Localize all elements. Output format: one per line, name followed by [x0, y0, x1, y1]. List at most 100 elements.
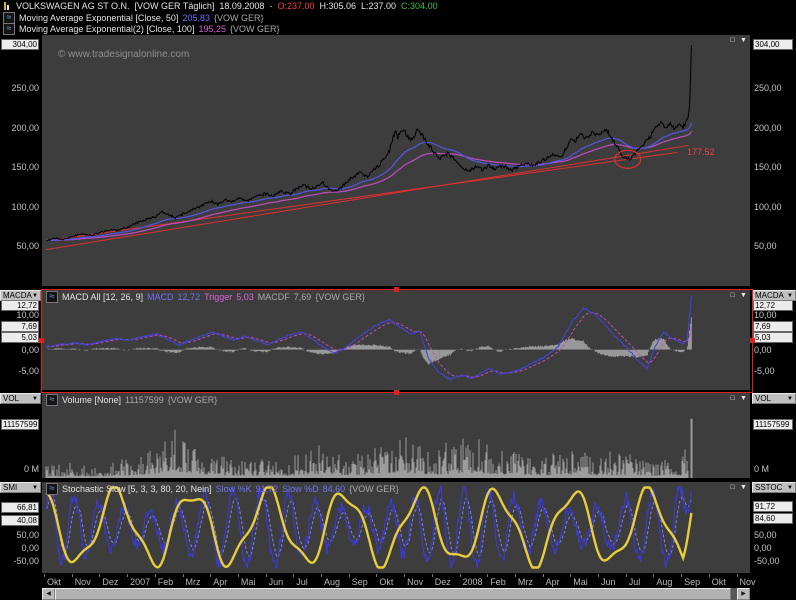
xaxis-month-label: Okt: [379, 577, 394, 587]
price-axis-label: 200,00: [754, 123, 782, 133]
volume-value-box: 11157599: [753, 419, 793, 430]
chevron-down-icon: ▼: [32, 484, 38, 491]
xaxis-month-label: Feb: [157, 577, 174, 587]
scrollbar-thumb[interactable]: [55, 588, 731, 600]
price-panel: □ ▼: [42, 35, 750, 286]
xaxis-month-label: Jul: [628, 577, 641, 587]
xaxis-month-label: Mrz: [517, 577, 533, 587]
stochastic-plot[interactable]: [42, 482, 750, 573]
stoch-axis-label: -50,00: [754, 556, 780, 566]
xaxis-month-label: Okt: [711, 577, 726, 587]
xaxis-month-label: Jul: [296, 577, 308, 587]
symbol-feed: [VOW GER Täglich]: [134, 1, 215, 11]
chevron-down-icon: ▼: [787, 484, 793, 491]
xaxis-tick: [681, 574, 683, 577]
price-axis-label: 100,00: [754, 202, 782, 212]
chevron-down-icon: ▼: [32, 395, 38, 402]
xaxis-month-label: Sep: [684, 577, 701, 587]
xaxis-tick: [625, 574, 627, 577]
panel-restore-button[interactable]: □: [730, 37, 735, 44]
panel-restore-button[interactable]: □: [730, 484, 735, 491]
selector-label: VOL: [755, 394, 772, 403]
price-axis-label: 150,00: [11, 162, 39, 172]
xaxis-tick: [487, 574, 489, 577]
macd-panel: □ ▼: [42, 290, 750, 390]
volume-right-scale-selector[interactable]: VOL ▼: [752, 393, 796, 404]
xaxis-tick: [71, 574, 73, 577]
xaxis-tick: [99, 574, 101, 577]
horizontal-scrollbar[interactable]: ◀ ▶: [42, 588, 750, 600]
xaxis-tick: [321, 574, 322, 577]
macd-right-scale-selector[interactable]: MACDA ▼: [752, 290, 796, 301]
volume-panel: □ ▼: [42, 393, 750, 478]
xaxis-month-label: Mai: [573, 577, 588, 587]
panel-restore-button[interactable]: □: [730, 395, 735, 402]
indicator-icon: ≈: [46, 291, 58, 303]
volume-legend: ≈ Volume [None] 11157599 {VOW GER}: [46, 394, 217, 406]
xaxis-month-label: Okt: [47, 577, 62, 587]
separator: -: [269, 1, 273, 11]
slow-k-value: 91,72: [255, 483, 279, 494]
panel-restore-button[interactable]: □: [730, 292, 735, 299]
panel-collapse-button[interactable]: ▼: [740, 395, 747, 402]
macd-axis-label: 0,00: [754, 345, 772, 355]
macd-item-label: MACD: [147, 291, 174, 302]
xaxis-tick: [404, 574, 406, 577]
panel-collapse-button[interactable]: ▼: [740, 292, 747, 299]
volume-plot[interactable]: [42, 393, 750, 478]
price-current-value-box: 304,00: [1, 39, 39, 50]
stoch-axis-label: 0,00: [21, 543, 39, 553]
volume-name: Volume [None]: [62, 394, 122, 405]
watermark: © www.tradesignalonline.com: [58, 49, 190, 60]
macd-axis-label: 10,00: [16, 310, 39, 320]
price-axis-label: 250,00: [11, 83, 39, 93]
slow-k-value-box: 91,72: [753, 501, 793, 512]
selector-label: MACDA: [3, 291, 32, 300]
trigger-item-label: Trigger: [204, 291, 233, 302]
indicator-icon: ≈: [3, 23, 15, 35]
macdf-item-label: MACDF: [257, 291, 290, 302]
macd-left-scale-selector[interactable]: MACDA ▼: [0, 290, 41, 301]
macd-legend: ≈ MACD All [12, 26, 9] MACD 12,72 Trigge…: [46, 291, 365, 303]
macd-plot[interactable]: [42, 290, 750, 390]
price-plot[interactable]: [42, 35, 750, 286]
price-axis-label: 100,00: [11, 202, 39, 212]
panel-collapse-button[interactable]: ▼: [740, 37, 747, 44]
trigger-value-box: 5,03: [753, 332, 793, 343]
ema100-name: Moving Average Exponential(2) [Close, 10…: [19, 23, 195, 34]
scroll-right-button[interactable]: ▶: [737, 588, 750, 600]
slow-d-value-box: 84,60: [753, 513, 793, 524]
xaxis-tick: [598, 574, 599, 577]
indicator-icon: ≈: [46, 394, 58, 406]
macd-item-value: 12,72: [177, 291, 201, 302]
selector-label: SMI: [3, 483, 18, 492]
scroll-left-button[interactable]: ◀: [42, 588, 55, 600]
xaxis-tick: [182, 574, 184, 577]
stochastic-right-scale-selector[interactable]: SSTOC ▼: [752, 482, 796, 493]
ema50-scope: {VOW GER}: [213, 12, 264, 23]
high-value: H:305.06: [319, 1, 356, 11]
xaxis-tick: [570, 574, 572, 577]
volume-scope: {VOW GER}: [167, 394, 218, 405]
price-axis-label: 50,00: [16, 241, 39, 251]
time-axis: Okt Nov Dez 2007 Feb Mrz Apr Mai Jun Jul Aug Sep Okt…: [0, 574, 796, 587]
xaxis-tick: [514, 574, 516, 577]
xaxis-tick: [154, 574, 156, 577]
volume-left-scale-selector[interactable]: VOL ▼: [0, 393, 41, 404]
slow-d-value: 84,60: [322, 483, 346, 494]
volume-axis-label: 0 M: [23, 464, 39, 474]
stochastic-left-scale-selector[interactable]: SMI ▼: [0, 482, 41, 493]
macd-scope: {VOW GER}: [315, 291, 365, 302]
xaxis-tick: [265, 574, 267, 577]
stoch-axis-label: 50,00: [754, 530, 777, 540]
xaxis-tick: [653, 574, 655, 577]
stochastic-scope: {VOW GER}: [349, 483, 399, 494]
panel-collapse-button[interactable]: ▼: [740, 484, 747, 491]
xaxis-month-label: Nov: [74, 577, 91, 587]
xaxis-tick: [348, 574, 350, 577]
xaxis-month-label: Apr: [213, 577, 228, 587]
symbol-name: VOLKSWAGEN AG ST O.N.: [16, 1, 130, 11]
macdf-item-value: 7,69: [293, 291, 312, 302]
slow-d-label: Slow %D: [282, 483, 319, 494]
macd-axis-label: -5,00: [754, 366, 775, 376]
